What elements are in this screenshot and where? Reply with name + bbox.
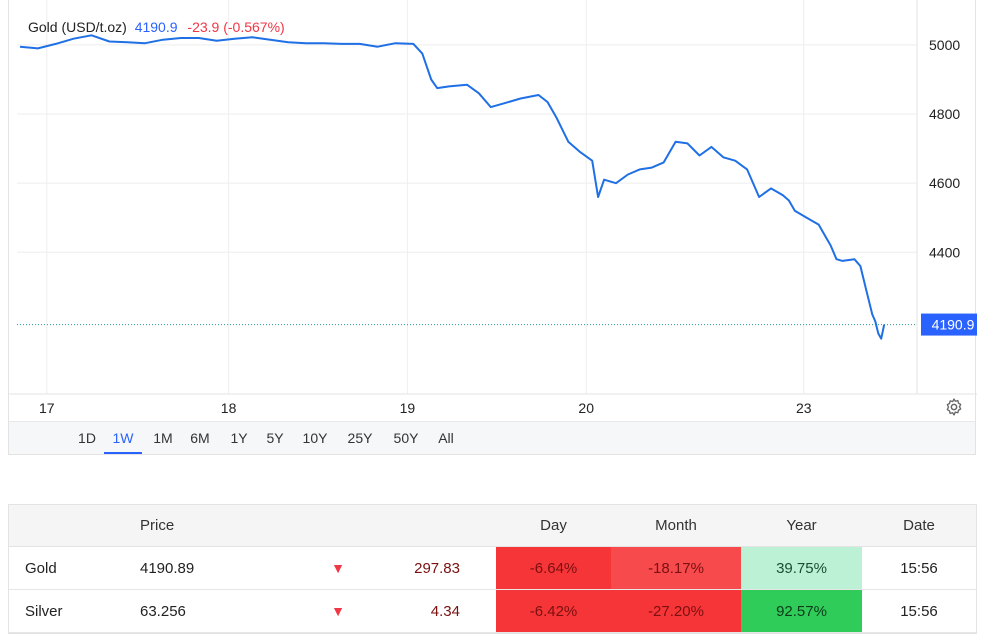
header-change: [359, 505, 496, 547]
legend-name: Gold (USD/t.oz): [28, 19, 127, 35]
range-selector: 1D 1W 1M 6M 1Y 5Y 10Y 25Y 50Y All: [9, 421, 975, 454]
y-tick-label: 4800: [929, 106, 960, 122]
legend-price: 4190.9: [134, 19, 178, 35]
row-date: 15:56: [862, 589, 976, 633]
range-button-1m[interactable]: 1M: [153, 430, 173, 446]
header-month: Month: [611, 505, 741, 547]
gear-icon[interactable]: [944, 397, 964, 417]
x-tick-label: 20: [578, 400, 594, 416]
range-button-1y[interactable]: 1Y: [230, 430, 248, 446]
x-tick-label: 17: [39, 400, 55, 416]
row-name[interactable]: Silver: [9, 589, 139, 633]
header-date: Date: [862, 505, 976, 547]
markets-table: Price Day Month Year Date Gold 4190.89 ▼…: [8, 504, 977, 634]
range-button-6m[interactable]: 6M: [190, 430, 210, 446]
y-tick-label: 4400: [929, 244, 960, 260]
row-price: 63.256: [139, 589, 279, 633]
row-day: -6.42%: [496, 589, 611, 633]
table-header-row: Price Day Month Year Date: [9, 505, 976, 547]
header-day: Day: [496, 505, 611, 547]
row-month: -27.20%: [611, 589, 741, 633]
price-chart[interactable]: 4400 4600 4800 5000 17 18 19 20 23 4190.9: [9, 0, 977, 422]
series-line: [19, 34, 886, 340]
header-price: Price: [139, 505, 279, 547]
range-button-10y[interactable]: 10Y: [302, 430, 328, 446]
row-year: 39.75%: [741, 546, 862, 590]
range-button-50y[interactable]: 50Y: [393, 430, 419, 446]
range-button-5y[interactable]: 5Y: [266, 430, 284, 446]
x-tick-label: 23: [796, 400, 812, 416]
chart-panel: 4400 4600 4800 5000 17 18 19 20 23 4190.9 Gold (U…: [8, 0, 977, 455]
y-tick-label: 4600: [929, 175, 960, 191]
table-row[interactable]: Silver 63.256 ▼ 4.34 -6.42% -27.20% 92.5…: [9, 589, 976, 633]
down-arrow-icon: ▼: [279, 546, 359, 590]
row-price: 4190.89: [139, 546, 279, 590]
range-button-1d[interactable]: 1D: [78, 430, 96, 446]
header-name: [9, 505, 139, 547]
header-arrow: [279, 505, 359, 547]
chart-legend: Gold (USD/t.oz) 4190.9 -23.9 (-0.567%): [28, 19, 285, 35]
row-change: 4.34: [359, 589, 496, 633]
row-name[interactable]: Gold: [9, 546, 139, 590]
range-button-all[interactable]: All: [438, 430, 454, 446]
range-button-1w[interactable]: 1W: [104, 422, 142, 454]
row-change: 297.83: [359, 546, 496, 590]
table-row[interactable]: Gold 4190.89 ▼ 297.83 -6.64% -18.17% 39.…: [9, 546, 976, 590]
y-tick-label: 5000: [929, 37, 960, 53]
row-day: -6.64%: [496, 546, 611, 590]
row-year: 92.57%: [741, 589, 862, 633]
header-year: Year: [741, 505, 862, 547]
price-tag-label: 4190.9: [932, 317, 975, 333]
x-tick-label: 18: [221, 400, 237, 416]
price-tag-bg: [921, 313, 977, 336]
row-month: -18.17%: [611, 546, 741, 590]
legend-change: -23.9 (-0.567%): [187, 19, 285, 35]
range-button-25y[interactable]: 25Y: [347, 430, 373, 446]
down-arrow-icon: ▼: [279, 589, 359, 633]
x-tick-label: 19: [400, 400, 416, 416]
row-date: 15:56: [862, 546, 976, 590]
